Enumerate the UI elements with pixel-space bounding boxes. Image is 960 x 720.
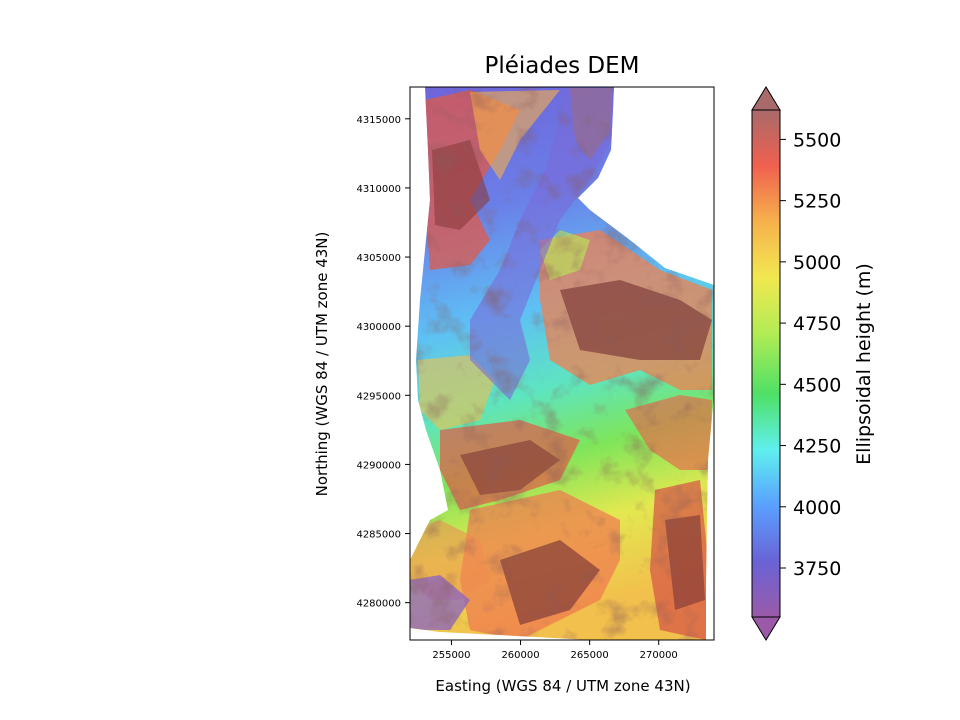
y-tick-label: 4300000	[356, 322, 401, 333]
hillshade-relief	[410, 87, 714, 640]
colorbar-tick-label: 5500	[793, 129, 841, 151]
colorbar-tick-label: 4250	[793, 436, 841, 458]
y-tick-label: 4295000	[356, 391, 401, 402]
colorbar: 3750 4000 4250 4500 4750 5000 5250 5500 Ellipso…	[751, 86, 875, 641]
chart-title: Pléiades DEM	[484, 53, 639, 79]
colorbar-extend-top	[751, 86, 781, 111]
colorbar-tick-label: 4000	[793, 497, 841, 519]
colorbar-label: Ellipsoidal height (m)	[853, 263, 875, 465]
colorbar-gradient	[751, 109, 781, 618]
y-tick-label: 4310000	[356, 184, 401, 195]
y-axis: 4280000 4285000 4290000 4295000 4300000 43050…	[356, 115, 410, 610]
x-tick-label: 255000	[432, 650, 470, 661]
x-axis-label: Easting (WGS 84 / UTM zone 43N)	[435, 677, 690, 695]
colorbar-tick-label: 5250	[793, 191, 841, 213]
y-tick-label: 4305000	[356, 253, 401, 264]
colorbar-tick-label: 4500	[793, 374, 841, 396]
colorbar-tick-label: 3750	[793, 558, 841, 580]
x-tick-label: 265000	[571, 650, 609, 661]
x-tick-label: 260000	[501, 650, 539, 661]
colorbar-tick-label: 5000	[793, 252, 841, 274]
colorbar-ticks: 3750 4000 4250 4500 4750 5000 5250 5500	[780, 129, 841, 580]
x-tick-label: 270000	[640, 650, 678, 661]
y-tick-label: 4290000	[356, 460, 401, 471]
y-tick-label: 4315000	[356, 115, 401, 126]
colorbar-tick-label: 4750	[793, 313, 841, 335]
y-tick-label: 4280000	[356, 599, 401, 610]
colorbar-extend-bottom	[751, 616, 781, 641]
y-axis-label: Northing (WGS 84 / UTM zone 43N)	[313, 232, 331, 497]
y-tick-label: 4285000	[356, 530, 401, 541]
dem-image	[410, 87, 714, 640]
x-axis: 255000 260000 265000 270000	[432, 640, 678, 661]
axes-frame	[409, 86, 715, 641]
